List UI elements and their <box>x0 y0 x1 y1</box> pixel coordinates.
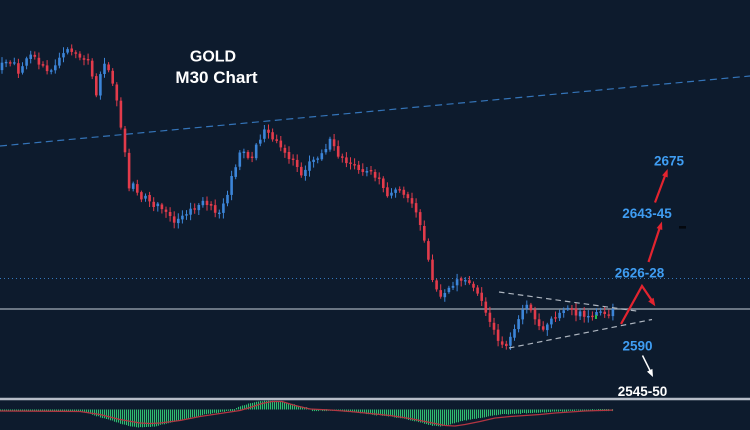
svg-text:2675: 2675 <box>654 154 685 169</box>
svg-text:M30 Chart: M30 Chart <box>175 68 258 87</box>
svg-text:2590: 2590 <box>622 339 652 354</box>
svg-text:2545-50: 2545-50 <box>618 384 668 399</box>
svg-text:2643-45: 2643-45 <box>622 206 672 221</box>
svg-text:2626-28: 2626-28 <box>615 266 665 281</box>
svg-text:GOLD: GOLD <box>190 49 236 66</box>
